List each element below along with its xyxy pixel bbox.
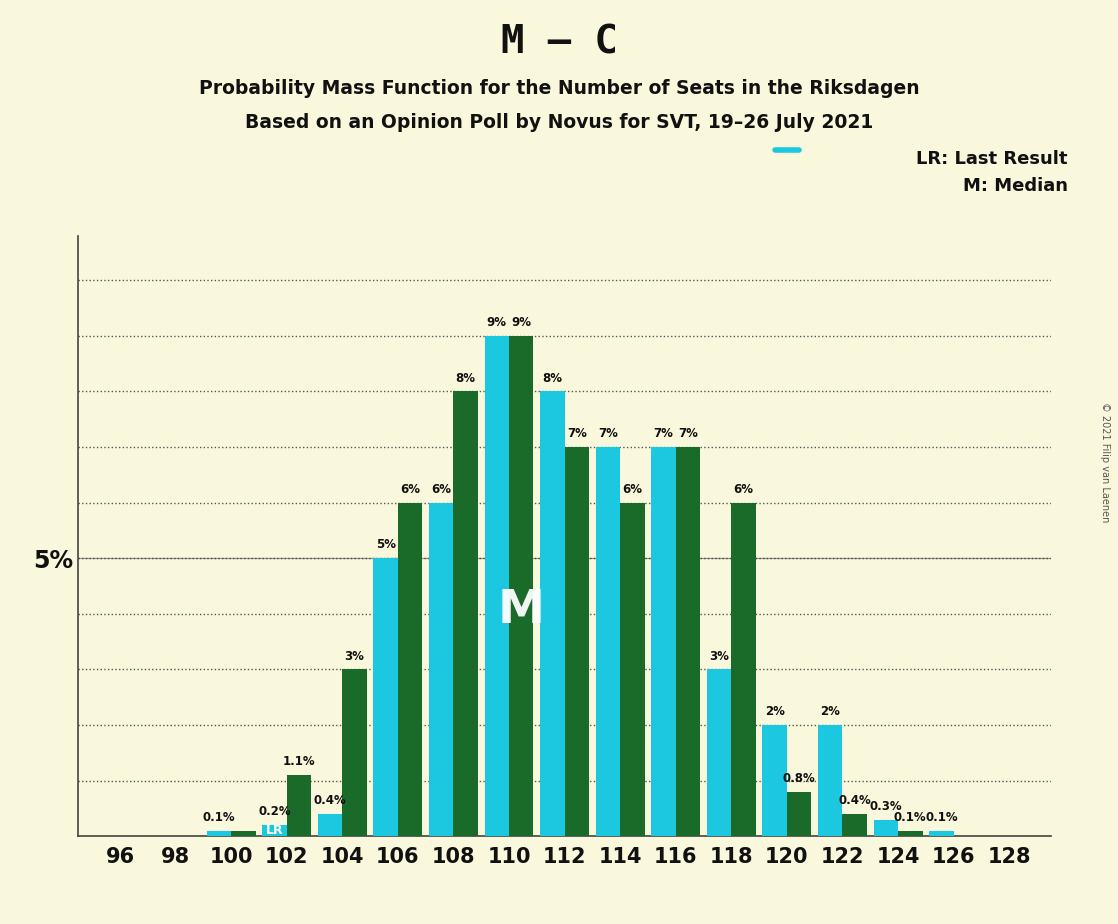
Bar bbox=[843, 814, 866, 836]
Text: 0.8%: 0.8% bbox=[783, 772, 815, 785]
Text: 9%: 9% bbox=[486, 316, 506, 329]
Text: 7%: 7% bbox=[598, 427, 618, 440]
Bar bbox=[707, 669, 731, 836]
Text: 8%: 8% bbox=[542, 371, 562, 384]
Bar bbox=[509, 335, 533, 836]
Bar bbox=[652, 447, 675, 836]
Bar bbox=[540, 392, 565, 836]
Bar bbox=[620, 503, 645, 836]
Text: M – C: M – C bbox=[501, 23, 617, 61]
Bar bbox=[565, 447, 589, 836]
Bar bbox=[873, 820, 898, 836]
Text: 2%: 2% bbox=[821, 705, 841, 718]
Text: 0.1%: 0.1% bbox=[202, 811, 235, 824]
Bar bbox=[898, 831, 922, 836]
Text: 7%: 7% bbox=[678, 427, 698, 440]
Text: 0.1%: 0.1% bbox=[925, 811, 958, 824]
Text: 6%: 6% bbox=[623, 483, 643, 496]
Text: 5%: 5% bbox=[376, 539, 396, 552]
Bar bbox=[818, 725, 843, 836]
Text: 0.3%: 0.3% bbox=[870, 800, 902, 813]
Text: 9%: 9% bbox=[511, 316, 531, 329]
Bar bbox=[286, 775, 311, 836]
Bar bbox=[675, 447, 700, 836]
Text: 7%: 7% bbox=[654, 427, 673, 440]
Text: 7%: 7% bbox=[567, 427, 587, 440]
Bar bbox=[929, 831, 954, 836]
Text: © 2021 Filip van Laenen: © 2021 Filip van Laenen bbox=[1100, 402, 1109, 522]
Bar bbox=[398, 503, 423, 836]
Text: M: M bbox=[498, 589, 544, 634]
Bar bbox=[484, 335, 509, 836]
Text: 8%: 8% bbox=[456, 371, 475, 384]
Bar bbox=[731, 503, 756, 836]
Bar bbox=[373, 558, 398, 836]
Text: Probability Mass Function for the Number of Seats in the Riksdagen: Probability Mass Function for the Number… bbox=[199, 79, 919, 98]
Bar bbox=[787, 792, 812, 836]
Bar bbox=[263, 825, 286, 836]
Text: LR: LR bbox=[266, 824, 283, 837]
Text: 6%: 6% bbox=[432, 483, 452, 496]
Text: 6%: 6% bbox=[400, 483, 420, 496]
Text: 0.4%: 0.4% bbox=[314, 795, 347, 808]
Text: LR: Last Result: LR: Last Result bbox=[916, 150, 1068, 167]
Bar bbox=[596, 447, 620, 836]
Text: M: Median: M: Median bbox=[963, 177, 1068, 195]
Text: 3%: 3% bbox=[709, 650, 729, 663]
Text: Based on an Opinion Poll by Novus for SVT, 19–26 July 2021: Based on an Opinion Poll by Novus for SV… bbox=[245, 113, 873, 132]
Bar bbox=[231, 831, 256, 836]
Text: 0.2%: 0.2% bbox=[258, 806, 291, 819]
Text: 0.4%: 0.4% bbox=[838, 795, 871, 808]
Bar bbox=[342, 669, 367, 836]
Text: 6%: 6% bbox=[733, 483, 754, 496]
Bar bbox=[429, 503, 454, 836]
Text: 1.1%: 1.1% bbox=[283, 756, 315, 769]
Bar bbox=[454, 392, 477, 836]
Text: 3%: 3% bbox=[344, 650, 364, 663]
Bar bbox=[207, 831, 231, 836]
Text: 2%: 2% bbox=[765, 705, 785, 718]
Bar bbox=[318, 814, 342, 836]
Bar bbox=[762, 725, 787, 836]
Text: 0.1%: 0.1% bbox=[894, 811, 927, 824]
